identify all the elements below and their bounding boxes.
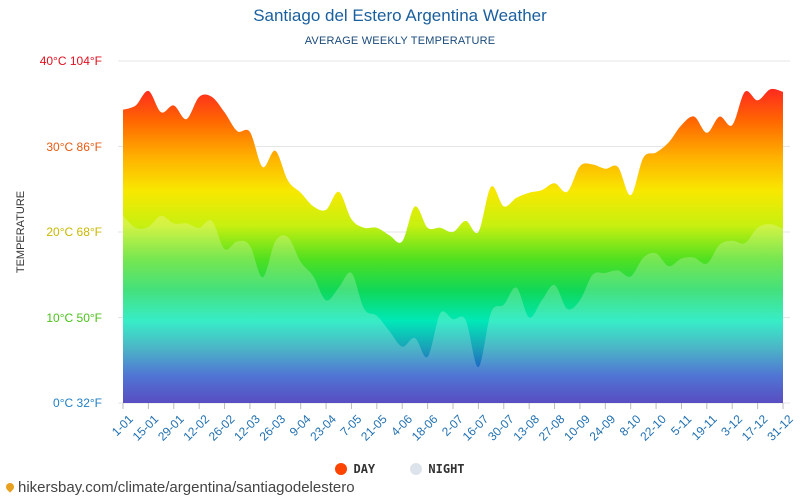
y-tick-label: 30°C 86°F (46, 139, 102, 154)
x-tick-label: 12-03 (231, 412, 263, 444)
legend-night-dot (410, 463, 423, 475)
source-link[interactable]: hikersbay.com/climate/argentina/santiago… (4, 479, 355, 496)
x-tick-label: 29-01 (155, 412, 187, 444)
y-tick-label: 0°C 32°F (53, 396, 102, 410)
x-tick-label: 30-07 (485, 412, 517, 444)
x-tick-label: 26-03 (257, 412, 289, 444)
y-tick-label: 40°C 104°F (39, 54, 102, 68)
x-tick-label: 10-09 (561, 412, 593, 444)
x-tick-label: 26-02 (206, 412, 238, 444)
night-temperature-overlay (123, 215, 783, 403)
x-tick-label: 27-08 (536, 412, 568, 444)
x-tick-label: 31-12 (764, 412, 796, 444)
x-tick-label: 12-02 (180, 412, 212, 444)
x-tick-label: 22-10 (637, 412, 669, 444)
legend: DAY NIGHT (0, 462, 800, 476)
chart-subtitle: AVERAGE WEEKLY TEMPERATURE (304, 35, 496, 47)
x-tick-label: 18-06 (409, 412, 441, 444)
legend-night-label: NIGHT (428, 462, 465, 476)
y-tick-label: 20°C 68°F (46, 225, 102, 239)
map-pin-icon (4, 481, 16, 493)
chart-title: Santiago del Estero Argentina Weather (253, 6, 547, 25)
x-tick-label: 21-05 (358, 412, 390, 444)
day-temperature-area (123, 88, 783, 404)
x-tick-label: 23-04 (307, 412, 339, 444)
source-url: hikersbay.com/climate/argentina/santiago… (18, 479, 355, 496)
y-tick-label: 10°C 50°F (46, 310, 102, 325)
x-tick-label: 13-08 (510, 412, 542, 444)
x-tick-label: 19-11 (689, 412, 720, 443)
x-tick-label: 16-07 (460, 412, 492, 444)
legend-item-night[interactable]: NIGHT (410, 462, 465, 476)
legend-day-dot (335, 463, 348, 475)
x-tick-label: 24-09 (587, 412, 619, 444)
x-tick-label: 15-01 (130, 412, 162, 444)
legend-day-label: DAY (353, 462, 376, 476)
x-tick-label: 17-12 (739, 412, 771, 444)
legend-item-day[interactable]: DAY (335, 462, 375, 476)
